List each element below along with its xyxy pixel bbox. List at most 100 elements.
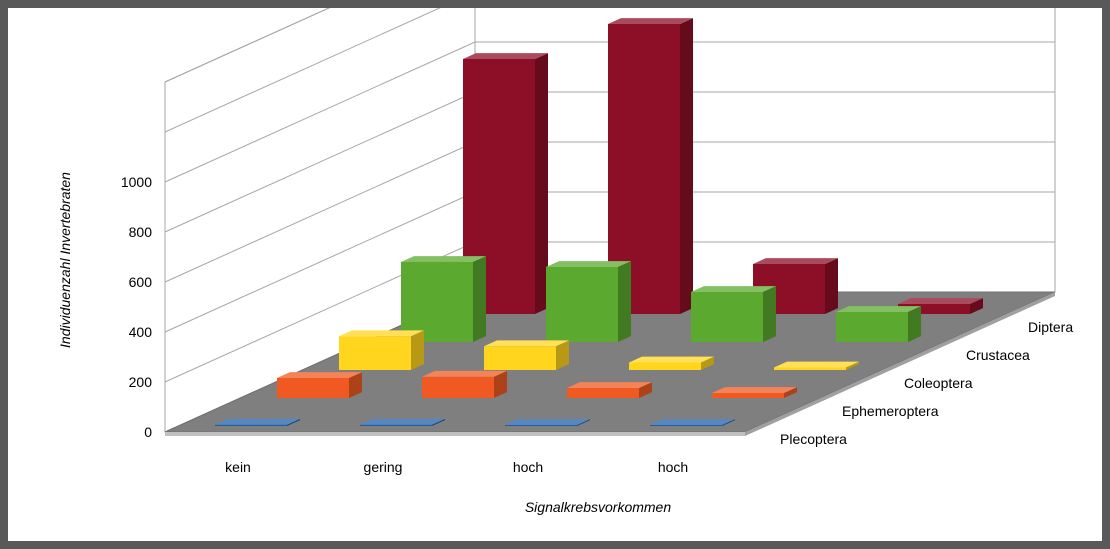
y-tick-labels: 0 200 400 600 800 1000 <box>121 174 152 440</box>
bar-front <box>422 376 494 398</box>
bar-top <box>567 382 652 388</box>
bar-top <box>277 372 362 378</box>
bar-front <box>339 336 411 370</box>
y-tick-label: 600 <box>129 274 153 290</box>
bar <box>505 419 590 426</box>
bar-top <box>898 298 983 304</box>
bar-top <box>215 418 300 425</box>
bar-side <box>494 370 507 398</box>
bar-side <box>577 419 590 426</box>
bar-side <box>535 53 548 314</box>
bar-top <box>546 261 631 267</box>
bar-top <box>650 419 735 425</box>
bar-top <box>753 258 838 264</box>
bar <box>546 261 631 342</box>
bar-front <box>712 393 784 398</box>
y-tick-label: 800 <box>129 224 153 240</box>
category-label: gering <box>364 459 403 475</box>
bar-front <box>505 425 577 426</box>
y-tick-label: 400 <box>129 324 153 340</box>
bar <box>463 53 548 314</box>
bar-top <box>629 356 714 363</box>
bar-side <box>701 356 714 370</box>
bar <box>774 361 859 370</box>
bar <box>339 330 424 370</box>
chart-floor-edge-side <box>745 292 1055 436</box>
bar-front <box>650 425 722 426</box>
category-label: kein <box>225 459 251 475</box>
bar-side <box>784 387 797 398</box>
chart-floor <box>164 291 1056 436</box>
series-label: Diptera <box>1028 319 1073 335</box>
x-axis-title: Signalkrebsvorkommen <box>525 499 671 515</box>
bar-front <box>691 292 763 342</box>
gridline <box>164 8 441 133</box>
bar-front <box>277 378 349 398</box>
bar-front <box>215 424 287 426</box>
bar-front <box>608 24 680 314</box>
bar <box>567 382 652 398</box>
bar-top <box>712 387 797 393</box>
category-labels: kein gering hoch hoch <box>225 459 688 475</box>
bar-side <box>639 382 652 398</box>
bar-side <box>556 340 569 370</box>
bar-side <box>846 361 859 370</box>
bar-top <box>836 306 921 312</box>
bar-front <box>567 388 639 398</box>
series-label: Plecoptera <box>780 431 847 447</box>
bar <box>836 306 921 342</box>
series-label: Coleoptera <box>904 375 973 391</box>
bar-side <box>287 418 300 426</box>
chart-floor-edge <box>165 432 745 436</box>
bar-top <box>774 361 859 368</box>
bar <box>608 18 693 314</box>
bar-top <box>339 330 424 337</box>
bar-side <box>618 261 631 342</box>
bar <box>484 340 569 370</box>
bar <box>277 372 362 398</box>
bar-front <box>463 59 535 314</box>
bar <box>401 256 486 342</box>
gridline <box>164 41 1055 183</box>
bar-front <box>360 424 432 426</box>
y-tick-label: 0 <box>144 424 152 440</box>
series-label: Crustacea <box>966 347 1030 363</box>
gridline <box>164 8 331 83</box>
bar-top <box>484 340 569 347</box>
bar-top <box>463 53 548 59</box>
bar <box>712 387 797 398</box>
bar <box>422 370 507 398</box>
y-tick-label: 1000 <box>121 174 152 190</box>
y-tick-label: 200 <box>129 374 153 390</box>
bar-front <box>401 262 473 342</box>
bar-top <box>505 419 590 425</box>
bar <box>629 356 714 370</box>
series-depth-labels: Plecoptera Ephemeroptera Coleoptera Crustac… <box>780 319 1073 447</box>
bar-top <box>360 418 445 425</box>
category-label: hoch <box>658 459 688 475</box>
bar-top <box>608 18 693 24</box>
bar <box>650 419 735 426</box>
bar <box>215 418 300 426</box>
bar <box>360 418 445 426</box>
bar-front <box>836 312 908 342</box>
bar-side <box>473 256 486 342</box>
category-label: hoch <box>513 459 543 475</box>
bar-side <box>763 286 776 342</box>
bar-side <box>908 306 921 342</box>
bar-side <box>432 418 445 426</box>
bar-top <box>691 286 776 292</box>
bar-top <box>401 256 486 262</box>
series-label: Ephemeroptera <box>842 403 939 419</box>
y-axis-title: Individuenzahl Invertebraten <box>57 172 73 348</box>
bar-front <box>546 267 618 342</box>
bar-top <box>422 370 507 377</box>
bar-side <box>349 372 362 398</box>
bar-front <box>484 346 556 370</box>
bar-side <box>411 330 424 370</box>
bar-side <box>722 419 735 426</box>
bar-side <box>825 258 838 314</box>
bars <box>215 18 983 426</box>
bar-front <box>774 367 846 370</box>
